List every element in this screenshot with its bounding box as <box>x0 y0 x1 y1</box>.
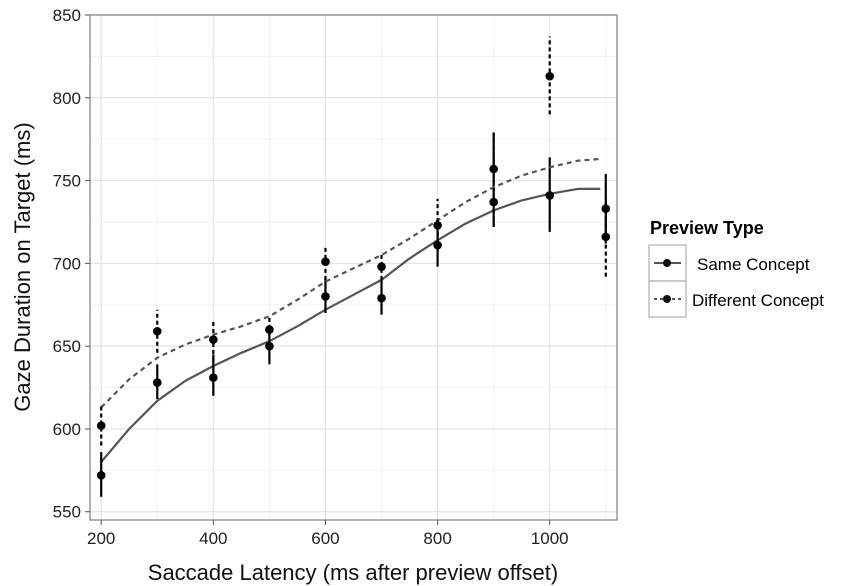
data-point-different-concept <box>152 326 162 336</box>
legend: Preview Type Same Concept Different Conc… <box>648 218 824 318</box>
series-layer <box>96 36 611 497</box>
x-axis-ticks: 200 400 600 800 1000 <box>87 520 569 548</box>
legend-label-same-concept: Same Concept <box>697 255 810 274</box>
x-tick-label: 600 <box>311 529 339 548</box>
y-tick-label: 800 <box>53 89 81 108</box>
x-tick-label: 400 <box>199 529 227 548</box>
y-tick-label: 850 <box>53 6 81 25</box>
data-point-different-concept <box>601 232 611 242</box>
data-point-same-concept <box>601 204 611 214</box>
data-point-same-concept <box>377 293 386 303</box>
y-tick-label: 550 <box>53 503 81 522</box>
y-tick-label: 600 <box>53 420 81 439</box>
data-point-same-concept <box>433 240 442 250</box>
y-tick-label: 750 <box>53 172 81 191</box>
data-point-same-concept <box>152 378 162 387</box>
data-point-same-concept <box>265 341 274 351</box>
y-tick-label: 700 <box>53 254 81 273</box>
data-point-different-concept <box>433 220 442 230</box>
smooth-line-different-concept <box>100 157 601 409</box>
data-point-different-concept <box>96 421 106 430</box>
y-axis-title: Gaze Duration on Target (ms) <box>10 122 35 411</box>
data-point-same-concept <box>96 470 106 480</box>
y-tick-label: 650 <box>53 337 81 356</box>
legend-key-point-same-concept <box>663 259 671 267</box>
y-axis-ticks: 550 600 650 700 750 800 850 <box>53 6 90 522</box>
x-tick-label: 800 <box>423 529 451 548</box>
plot-border <box>89 14 618 521</box>
data-point-different-concept <box>209 335 218 344</box>
data-point-different-concept <box>545 71 555 81</box>
data-point-different-concept <box>265 325 274 334</box>
data-point-same-concept <box>209 373 218 382</box>
smooth-line-same-concept <box>100 187 601 463</box>
data-point-same-concept <box>545 191 555 200</box>
legend-label-different-concept: Different Concept <box>692 291 824 310</box>
data-point-different-concept <box>489 164 498 174</box>
legend-key-point-different-concept <box>663 295 671 303</box>
x-axis-title: Saccade Latency (ms after preview offset… <box>148 560 558 585</box>
x-tick-label: 200 <box>87 529 115 548</box>
legend-title: Preview Type <box>650 218 764 238</box>
data-point-same-concept <box>321 292 330 301</box>
x-tick-label: 1000 <box>531 529 569 548</box>
data-point-different-concept <box>321 257 330 267</box>
data-point-different-concept <box>377 262 386 271</box>
